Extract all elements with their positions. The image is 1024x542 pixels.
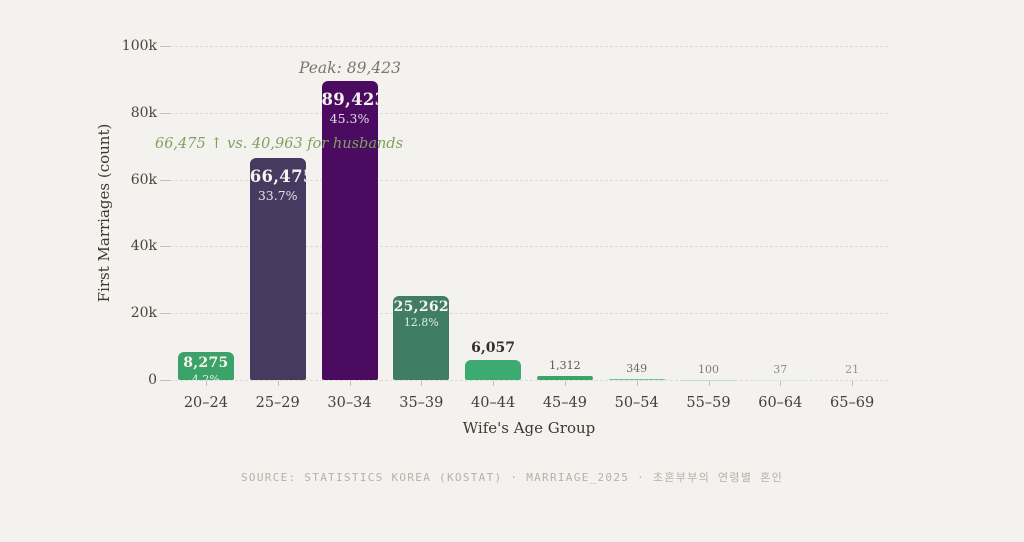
x-tick-label: 45–49 (542, 395, 587, 411)
bar-value-label: 37 (773, 362, 788, 376)
bar-value-label: 25,262 (393, 298, 449, 315)
x-tick-mark (277, 381, 279, 386)
bar-value-label: 100 (698, 362, 719, 376)
y-tick-mark (160, 246, 170, 248)
bar-value-label: 349 (626, 361, 648, 375)
annotation-peak-value: Peak: 89,423 (299, 59, 401, 77)
source-caption: SOURCE: STATISTICS KOREA (KOSTAT) · MARR… (240, 471, 784, 484)
x-tick-label: 35–39 (399, 395, 444, 411)
gridline (170, 179, 888, 181)
bar: 89,42345.3% (321, 81, 378, 380)
bar-percent-label: 45.3% (329, 110, 370, 126)
x-tick-mark (636, 381, 638, 386)
bar-percent-label: 33.7% (257, 187, 298, 203)
x-tick-mark (852, 381, 854, 386)
bar: 66,47533.7% (249, 157, 306, 380)
x-tick-mark (708, 381, 710, 386)
bar-value-label: 89,423 (321, 90, 378, 110)
annotation-husband-comparison: 66,475 ↑ vs. 40,963 for husbands (154, 136, 404, 152)
x-tick-mark (205, 381, 207, 386)
bar (608, 378, 665, 380)
x-tick-label: 60–64 (758, 395, 803, 411)
y-tick-mark (160, 112, 170, 114)
y-tick-mark (160, 380, 170, 381)
x-tick-label: 40–44 (471, 395, 516, 411)
y-tick-label: 80k (130, 104, 157, 121)
gridline (170, 46, 888, 47)
x-tick-label: 20–24 (183, 395, 228, 411)
bar (465, 359, 522, 380)
x-tick-label: 65–69 (830, 395, 875, 411)
bar-value-label: 8,275 (183, 355, 229, 372)
x-tick-mark (564, 381, 566, 386)
x-tick-label: 25–29 (255, 395, 300, 411)
bar (536, 375, 593, 380)
y-axis-title: First Marriages (count) (95, 123, 113, 303)
bar-value-label: 6,057 (471, 339, 516, 356)
x-tick-label: 30–34 (327, 395, 372, 411)
y-tick-label: 40k (130, 238, 157, 255)
gridline (170, 380, 888, 381)
y-tick-label: 100k (121, 38, 157, 54)
bar-value-label: 66,475 (249, 166, 306, 186)
gridline (170, 313, 888, 315)
x-tick-mark (421, 381, 423, 386)
y-tick-label: 60k (130, 171, 157, 188)
y-tick-label: 0 (148, 372, 157, 388)
x-tick-label: 55–59 (686, 395, 731, 411)
y-tick-mark (160, 46, 170, 47)
x-tick-label: 50–54 (614, 395, 659, 411)
bar: 8,275 4.2% (177, 352, 234, 380)
x-tick-mark (493, 381, 495, 386)
bar-percent-label: 12.8% (403, 316, 439, 330)
gridline (170, 112, 888, 114)
bar: 25,262 12.8% (393, 295, 450, 380)
bar-value-label: 21 (845, 362, 860, 376)
y-tick-mark (160, 313, 170, 315)
x-tick-mark (349, 381, 351, 386)
x-axis-title: Wife's Age Group (462, 419, 596, 437)
y-tick-label: 20k (130, 305, 157, 322)
bar-value-label: 1,312 (549, 358, 581, 372)
y-tick-mark (160, 179, 170, 181)
gridline (170, 246, 888, 248)
x-tick-mark (780, 381, 782, 386)
bar-percent-label: 4.2% (191, 372, 220, 380)
